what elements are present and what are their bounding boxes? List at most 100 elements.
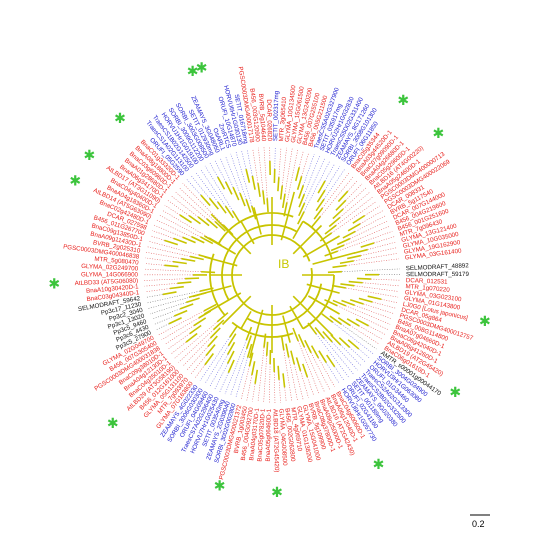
- terminal-branch: [332, 299, 347, 307]
- terminal-branch: [285, 343, 290, 358]
- leaf-connector: [144, 278, 186, 281]
- terminal-branch: [340, 283, 355, 287]
- internal-branch: [306, 283, 340, 294]
- leaf-label: GLYMA_02G249700: [81, 263, 139, 273]
- terminal-branch: [315, 198, 325, 212]
- terminal-branch: [353, 248, 368, 254]
- leaf-connector: [297, 340, 320, 395]
- internal-branch: [204, 235, 237, 255]
- terminal-branch: [332, 264, 347, 269]
- terminal-branch: [326, 354, 336, 368]
- terminal-branch: [251, 361, 256, 376]
- terminal-branch: [169, 285, 184, 290]
- terminal-branch: [279, 185, 284, 200]
- terminal-branch: [257, 182, 261, 198]
- terminal-branch: [318, 350, 327, 363]
- internal-branch: [240, 220, 255, 245]
- leaf-connector: [354, 304, 393, 320]
- terminal-branch: [336, 237, 351, 246]
- terminal-branch: [246, 343, 253, 358]
- terminal-branch: [206, 218, 218, 229]
- terminal-branch: [245, 199, 252, 213]
- terminal-branch: [226, 350, 235, 364]
- leaf-label: BVRB_5g104640: [257, 93, 267, 142]
- leaf-connector: [318, 357, 335, 387]
- leaf-connector: [167, 200, 190, 216]
- leaf-connector: [310, 352, 330, 390]
- leaf-connector: [337, 305, 388, 330]
- leaf-connector: [307, 376, 315, 397]
- internal-branch: [289, 305, 304, 330]
- leaf-connector: [354, 285, 399, 292]
- terminal-branch: [297, 211, 305, 225]
- tree-branches: [162, 161, 382, 388]
- terminal-branch: [208, 197, 219, 210]
- leaf-connector: [372, 301, 396, 309]
- leaf-connector: [288, 357, 298, 401]
- terminal-branch: [346, 318, 360, 327]
- leaf-connector: [235, 152, 253, 206]
- leaf-connector: [332, 322, 374, 354]
- terminal-branch: [342, 230, 356, 239]
- terminal-branch: [186, 297, 200, 304]
- leaf-connector: [246, 149, 253, 176]
- leaf-connector: [144, 282, 178, 287]
- terminal-branch: [188, 214, 201, 225]
- terminal-branch: [330, 244, 345, 252]
- terminal-branch: [304, 339, 312, 354]
- internal-branch-arc: [217, 212, 294, 245]
- leaf-connector: [145, 257, 173, 262]
- leaf-connector: [167, 333, 190, 350]
- leaf-connector: [144, 268, 202, 273]
- leaf-connector: [174, 191, 207, 220]
- leaf-connector: [153, 315, 175, 325]
- leaf-connector: [252, 383, 256, 402]
- terminal-branch: [337, 190, 349, 203]
- internal-branch-arc: [209, 253, 226, 316]
- terminal-branch: [200, 194, 211, 207]
- terminal-branch: [245, 335, 252, 350]
- highlight-star-icon: ✱: [214, 479, 226, 495]
- terminal-branch: [227, 333, 237, 347]
- leaf-label: MTR_5g080470: [94, 256, 139, 267]
- leaf-connector: [362, 282, 400, 287]
- terminal-branch: [213, 319, 225, 331]
- leaf-connector: [156, 323, 170, 330]
- terminal-branch: [203, 303, 217, 312]
- terminal-branch: [314, 327, 325, 339]
- leaf-connector: [355, 215, 386, 232]
- leaf-connector: [283, 350, 293, 402]
- terminal-branch: [367, 295, 382, 301]
- leaf-label: SETIT_002317mg: [272, 90, 280, 141]
- leaf-connector: [214, 363, 228, 390]
- terminal-branch: [337, 317, 351, 327]
- internal-branch: [307, 295, 340, 315]
- terminal-branch: [332, 208, 344, 220]
- terminal-branch: [281, 193, 286, 208]
- leaf-connector: [195, 172, 218, 203]
- leaf-connector: [158, 214, 201, 238]
- leaf-connector: [224, 340, 247, 395]
- terminal-branch: [295, 357, 302, 372]
- leaf-connector: [358, 348, 370, 359]
- terminal-branch: [348, 280, 363, 284]
- terminal-branch: [298, 193, 306, 208]
- leaf-connector: [268, 363, 271, 403]
- terminal-branch: [298, 202, 306, 217]
- leaf-connector: [359, 325, 383, 340]
- leaf-connector: [257, 347, 265, 403]
- terminal-branch: [331, 284, 347, 289]
- terminal-branch: [296, 176, 303, 190]
- leaf-connector: [343, 225, 391, 246]
- terminal-branch: [347, 339, 360, 350]
- terminal-branch: [200, 236, 214, 245]
- terminal-branch: [266, 198, 269, 213]
- terminal-branch: [324, 224, 337, 235]
- leaf-connector: [144, 263, 165, 266]
- leaf-connector: [353, 252, 399, 262]
- terminal-branch: [294, 167, 300, 182]
- terminal-branch: [321, 313, 334, 323]
- terminal-branch: [182, 236, 196, 244]
- leaf-connector: [363, 303, 395, 314]
- terminal-branch: [324, 298, 338, 307]
